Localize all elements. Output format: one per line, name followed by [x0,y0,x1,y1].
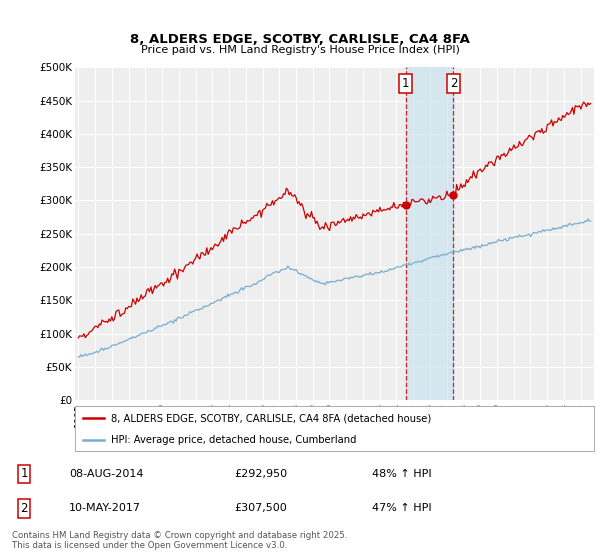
Text: 8, ALDERS EDGE, SCOTBY, CARLISLE, CA4 8FA: 8, ALDERS EDGE, SCOTBY, CARLISLE, CA4 8F… [130,32,470,46]
Text: 10-MAY-2017: 10-MAY-2017 [69,503,141,514]
Text: 8, ALDERS EDGE, SCOTBY, CARLISLE, CA4 8FA (detached house): 8, ALDERS EDGE, SCOTBY, CARLISLE, CA4 8F… [112,413,431,423]
Text: 48% ↑ HPI: 48% ↑ HPI [372,469,431,479]
Text: 1: 1 [401,77,409,90]
Text: 2: 2 [20,502,28,515]
Text: Price paid vs. HM Land Registry's House Price Index (HPI): Price paid vs. HM Land Registry's House … [140,45,460,55]
Text: 2: 2 [450,77,457,90]
Text: 1: 1 [20,467,28,480]
Text: 47% ↑ HPI: 47% ↑ HPI [372,503,431,514]
Text: £292,950: £292,950 [234,469,287,479]
Text: HPI: Average price, detached house, Cumberland: HPI: Average price, detached house, Cumb… [112,435,357,445]
Text: 08-AUG-2014: 08-AUG-2014 [69,469,143,479]
Text: Contains HM Land Registry data © Crown copyright and database right 2025.
This d: Contains HM Land Registry data © Crown c… [12,530,347,550]
Text: £307,500: £307,500 [234,503,287,514]
Bar [406,67,452,400]
